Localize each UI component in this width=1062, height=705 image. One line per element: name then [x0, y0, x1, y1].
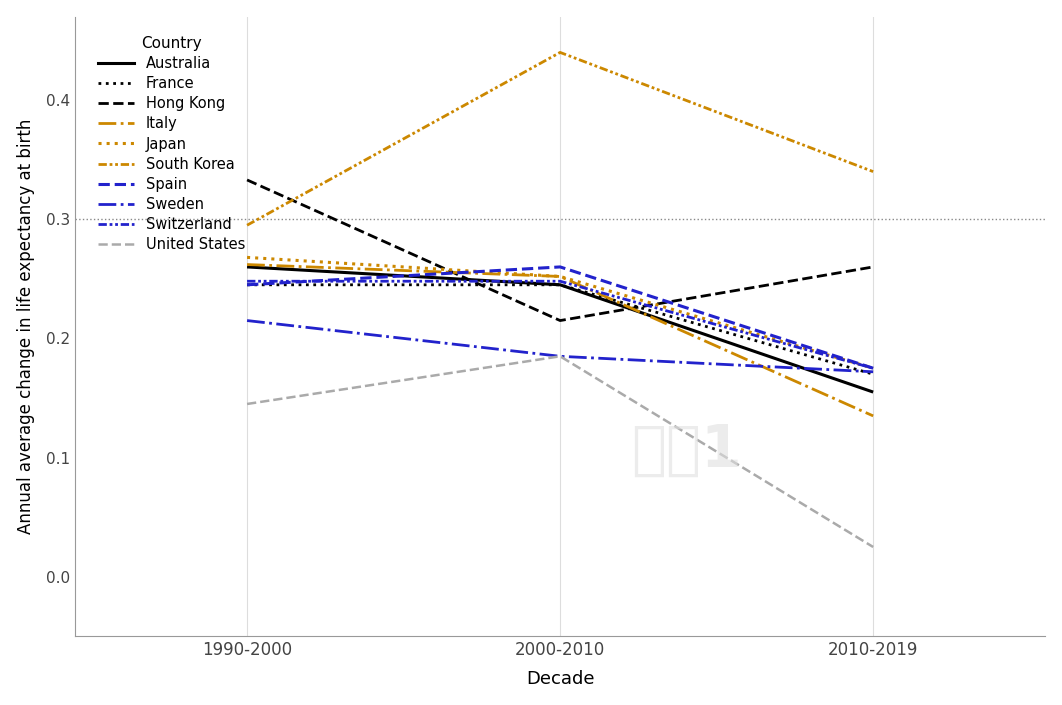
- Text: 뉴스1: 뉴스1: [631, 422, 741, 479]
- Y-axis label: Annual average change in life expectancy at birth: Annual average change in life expectancy…: [17, 119, 35, 534]
- Legend: Australia, France, Hong Kong, Italy, Japan, South Korea, Spain, Sweden, Switzerl: Australia, France, Hong Kong, Italy, Jap…: [92, 30, 251, 258]
- X-axis label: Decade: Decade: [526, 670, 595, 688]
